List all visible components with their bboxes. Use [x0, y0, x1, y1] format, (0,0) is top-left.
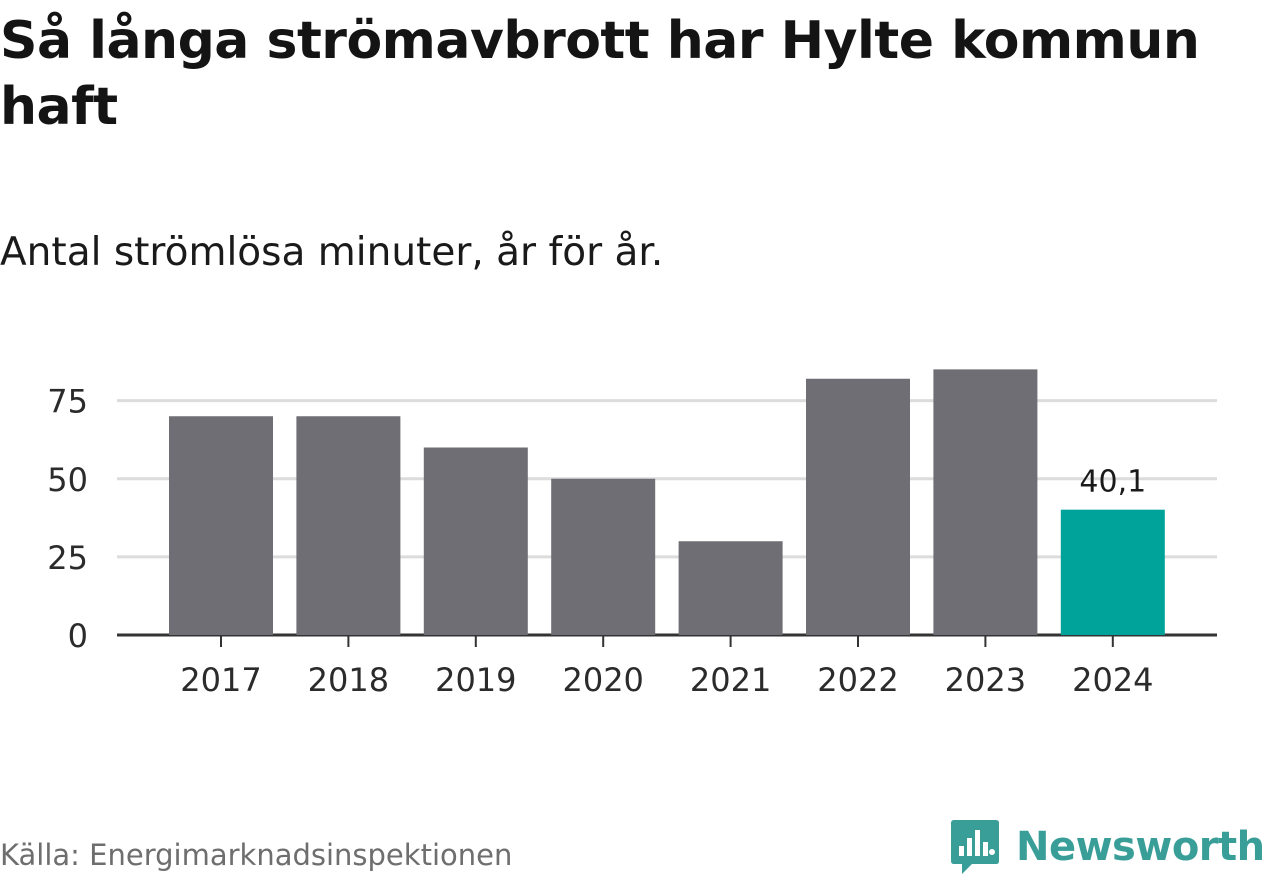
- y-tick-label: 0: [68, 617, 88, 655]
- bar-2018: [296, 416, 401, 635]
- newsworthy-logo-icon: [951, 820, 999, 874]
- x-tick-label: 2024: [1072, 661, 1153, 699]
- x-tick-label: 2021: [690, 661, 771, 699]
- newsworthy-logo: Newsworthy: [950, 818, 1262, 876]
- bar-chart: 0 25 50 75 2017 2018 2019 2020 2021 2022 2023 2024 4…: [47, 369, 1217, 699]
- bar-2023: [933, 369, 1038, 635]
- bar-2021: [678, 541, 783, 635]
- x-tick-label: 2017: [180, 661, 261, 699]
- chart-subtitle: Antal strömlösa minuter, år för år.: [0, 230, 664, 275]
- bar-2017: [169, 416, 273, 635]
- y-tick-label: 50: [47, 461, 88, 499]
- chart-title: Så långa strömavbrott har Hylte kommun h…: [0, 11, 1200, 137]
- gridlines: [117, 399, 1217, 647]
- bars: [169, 369, 1165, 635]
- x-tick-label: 2018: [308, 661, 389, 699]
- bar-2022: [806, 378, 910, 635]
- source-note: Källa: Energimarknadsinspektionen: [0, 838, 513, 872]
- x-tick-label: 2022: [817, 661, 898, 699]
- x-tick-label: 2023: [945, 661, 1026, 699]
- y-tick-label: 75: [47, 383, 88, 421]
- bar-2020: [551, 478, 656, 635]
- data-label-2024: 40,1: [1079, 465, 1146, 500]
- y-tick-label: 25: [47, 539, 88, 577]
- bar-2024: [1060, 509, 1165, 635]
- bar-2019: [423, 447, 528, 635]
- x-tick-label: 2020: [562, 661, 643, 699]
- brand-name: Newsworthy: [1016, 824, 1262, 870]
- x-tick-label: 2019: [435, 661, 516, 699]
- labels: 0 25 50 75 2017 2018 2019 2020 2021 2022 2023 2024 4…: [47, 383, 1153, 699]
